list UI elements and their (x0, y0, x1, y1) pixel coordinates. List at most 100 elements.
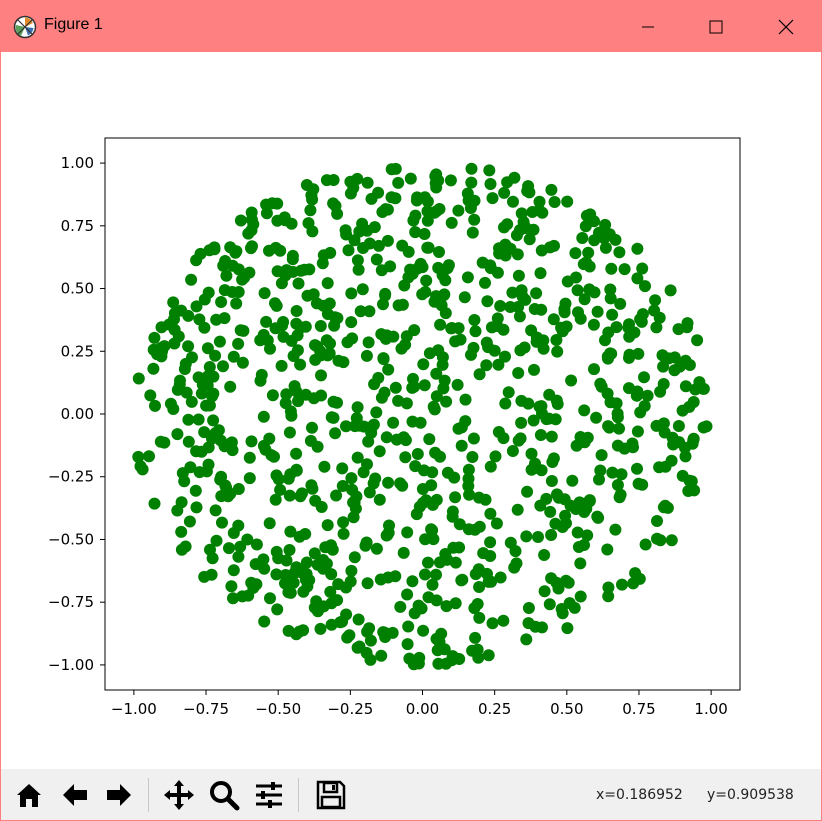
scatter-point (331, 594, 344, 607)
close-button[interactable] (751, 1, 821, 52)
scatter-point (484, 460, 497, 473)
minimize-button[interactable] (613, 1, 683, 52)
scatter-point (551, 488, 563, 501)
scatter-point (458, 291, 471, 304)
scatter-point (494, 300, 507, 312)
zoom-button[interactable] (206, 776, 242, 814)
scatter-point (549, 413, 562, 426)
scatter-point (290, 305, 303, 317)
scatter-point (214, 473, 227, 486)
scatter-point (171, 428, 184, 441)
scatter-point (419, 286, 432, 298)
y-tick-label: −0.25 (48, 468, 94, 486)
home-button[interactable] (11, 776, 47, 814)
scatter-point (215, 296, 228, 308)
scatter-point (387, 416, 400, 429)
scatter-point (292, 277, 305, 290)
scatter-point (401, 588, 414, 601)
scatter-point (555, 603, 568, 615)
scatter-point (418, 379, 431, 392)
scatter-point (580, 256, 593, 269)
scatter-point (263, 517, 276, 530)
scatter-point (220, 269, 233, 282)
scatter-point (449, 597, 462, 610)
scatter-point (377, 353, 390, 366)
scatter-point (452, 322, 465, 335)
maximize-icon (709, 20, 723, 33)
title-bar[interactable]: Figure 1 (1, 1, 821, 52)
scatter-point (636, 478, 649, 491)
scatter-point (656, 349, 669, 362)
save-button[interactable] (313, 776, 349, 814)
plot-canvas[interactable]: −1.00 −0.75 −0.50 −0.25 0.00 0.25 0.50 0.75 1.00… (1, 53, 821, 769)
scatter-point (404, 172, 417, 185)
scatter-point (363, 237, 376, 250)
scatter-point (466, 451, 479, 463)
scatter-point (400, 330, 413, 343)
scatter-point (375, 264, 388, 277)
scatter-point (326, 543, 339, 556)
y-tick-label: −1.00 (48, 656, 94, 674)
scatter-point (373, 445, 386, 458)
y-tick-label: 0.00 (61, 405, 94, 423)
scatter-point (484, 507, 497, 520)
scatter-point (482, 649, 495, 662)
maximize-button[interactable] (681, 1, 751, 52)
scatter-point (209, 504, 222, 517)
scatter-point (422, 556, 434, 569)
scatter-point (618, 442, 631, 455)
scatter-point (192, 413, 205, 426)
scatter-point (210, 534, 223, 547)
scatter-point (330, 489, 343, 502)
scatter-point (304, 434, 317, 447)
scatter-point (594, 464, 607, 477)
scatter-point (515, 416, 528, 429)
scatter-point (167, 403, 180, 415)
y-tick-label: −0.75 (48, 593, 94, 611)
scatter-point (258, 287, 271, 300)
scatter-point (250, 578, 263, 591)
scatter-point (260, 207, 273, 220)
scatter-point (225, 580, 238, 593)
scatter-point (285, 334, 298, 347)
scatter-point (134, 460, 147, 473)
scatter-point (390, 433, 403, 446)
scatter-point (446, 510, 459, 523)
scatter-point (610, 397, 623, 410)
scatter-point (588, 234, 601, 247)
scatter-point (623, 330, 636, 343)
scatter-point (175, 525, 188, 538)
scatter-point (309, 339, 321, 352)
scatter-point (292, 395, 304, 408)
scatter-point (401, 526, 414, 539)
scatter-point (374, 573, 387, 586)
scatter-point (543, 598, 556, 611)
scatter-point (453, 653, 466, 665)
scatter-point (574, 431, 587, 443)
scatter-point (363, 305, 376, 318)
y-tick-label: 0.50 (61, 280, 94, 298)
scatter-point (284, 525, 297, 538)
scatter-point (430, 390, 443, 403)
scatter-chart[interactable]: −1.00 −0.75 −0.50 −0.25 0.00 0.25 0.50 0.75 1.00… (1, 53, 821, 769)
scatter-point (545, 475, 558, 487)
back-arrow-icon (63, 784, 87, 806)
scatter-point (661, 501, 674, 514)
scatter-point (340, 581, 352, 594)
configure-subplots-button[interactable] (251, 776, 287, 814)
scatter-point (227, 592, 239, 605)
forward-button[interactable] (101, 776, 137, 814)
x-tick-label: −0.25 (327, 700, 373, 718)
scatter-point (485, 321, 498, 334)
scatter-point (499, 350, 511, 363)
x-tick-label: 0.25 (478, 700, 511, 718)
scatter-point (321, 349, 334, 362)
back-button[interactable] (57, 776, 93, 814)
scatter-point (472, 563, 485, 576)
scatter-point (226, 286, 239, 298)
scatter-point (672, 420, 685, 432)
scatter-point (232, 263, 245, 276)
scatter-point (309, 353, 322, 366)
scatter-point (361, 176, 374, 189)
pan-button[interactable] (161, 776, 197, 814)
